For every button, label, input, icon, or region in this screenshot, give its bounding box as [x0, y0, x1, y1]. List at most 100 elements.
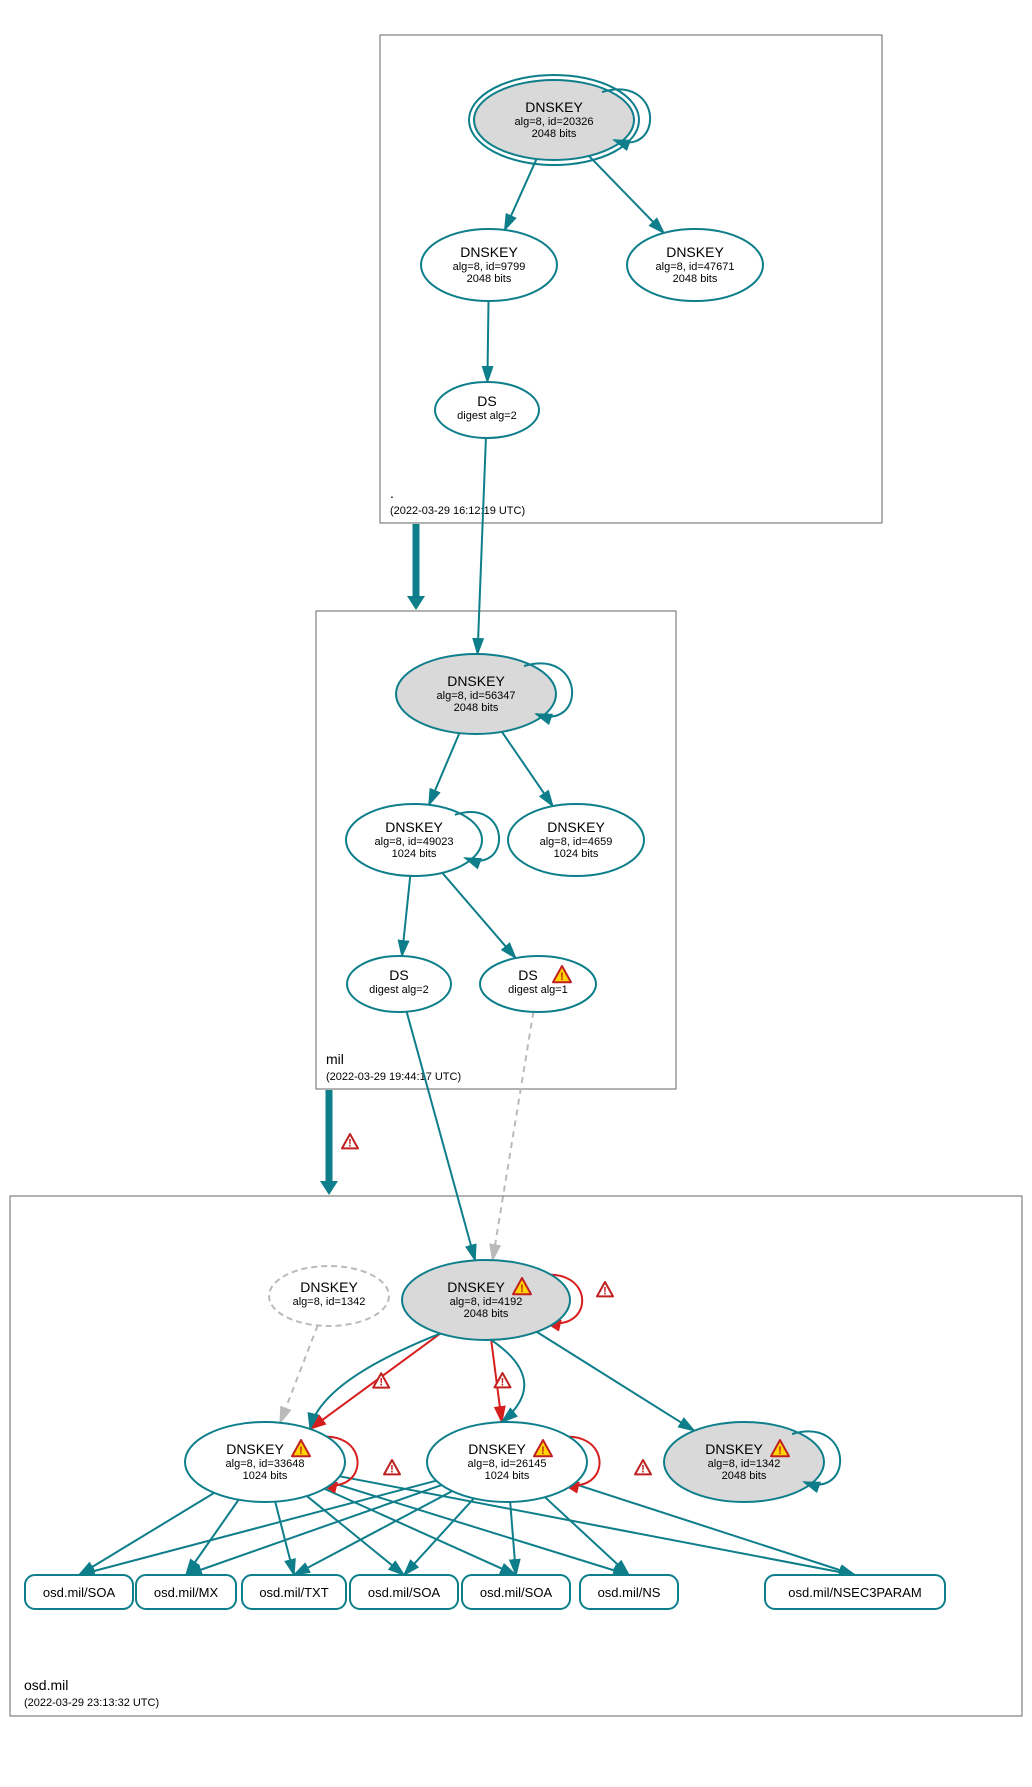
- edge: [407, 1012, 475, 1261]
- node-sub: 1024 bits: [392, 848, 437, 860]
- node-title: DNSKEY: [300, 1279, 358, 1295]
- node-sub: alg=8, id=1342: [293, 1296, 366, 1308]
- node-n2: DNSKEYalg=8, id=97992048 bits: [421, 229, 557, 301]
- node-title: DNSKEY: [468, 1441, 526, 1457]
- edge: [404, 1498, 474, 1575]
- rrset-r6: osd.mil/NS: [580, 1575, 678, 1609]
- node-sub: 1024 bits: [485, 1470, 530, 1482]
- edge: [537, 1332, 694, 1431]
- rrset-label: osd.mil/SOA: [480, 1585, 553, 1600]
- svg-text:!: !: [348, 1137, 352, 1149]
- rrset-r7: osd.mil/NSEC3PARAM: [765, 1575, 945, 1609]
- node-n4: DSdigest alg=2: [435, 382, 539, 438]
- rrset-label: osd.mil/NS: [598, 1585, 661, 1600]
- rrset-label: osd.mil/SOA: [368, 1585, 441, 1600]
- node-sub: alg=8, id=33648: [226, 1458, 305, 1470]
- zone-label-mil: mil: [326, 1051, 344, 1067]
- node-sub: digest alg=1: [508, 984, 568, 996]
- node-n3: DNSKEYalg=8, id=476712048 bits: [627, 229, 763, 301]
- node-sub: digest alg=2: [457, 410, 517, 422]
- rrset-label: osd.mil/NSEC3PARAM: [788, 1585, 921, 1600]
- zone-timestamp-osdmil: (2022-03-29 23:13:32 UTC): [24, 1697, 159, 1709]
- node-n11: DNSKEYalg=8, id=1342: [269, 1266, 389, 1326]
- rrset-r5: osd.mil/SOA: [462, 1575, 570, 1609]
- edge: [493, 1012, 534, 1260]
- node-title: DNSKEY: [666, 244, 724, 260]
- node-n1: DNSKEYalg=8, id=203262048 bits: [469, 75, 650, 165]
- node-sub: 2048 bits: [532, 128, 577, 140]
- rrset-label: osd.mil/MX: [154, 1585, 219, 1600]
- node-title: DS: [518, 967, 537, 983]
- node-n9: DSdigest alg=1!: [480, 956, 596, 1012]
- edge: [505, 159, 537, 230]
- node-sub: alg=8, id=9799: [453, 261, 526, 273]
- svg-text:!: !: [520, 1283, 524, 1295]
- edge: [402, 876, 410, 956]
- svg-text:!: !: [299, 1445, 303, 1457]
- node-title: DS: [477, 393, 496, 409]
- rrset-label: osd.mil/SOA: [43, 1585, 116, 1600]
- node-title: DNSKEY: [547, 819, 605, 835]
- svg-text:!: !: [379, 1377, 383, 1389]
- warning-icon: !: [597, 1282, 613, 1297]
- node-sub: digest alg=2: [369, 984, 429, 996]
- warning-icon: !: [342, 1134, 358, 1149]
- rrset-r3: osd.mil/TXT: [242, 1575, 346, 1609]
- node-n10: DNSKEYalg=8, id=41922048 bits!: [402, 1260, 570, 1340]
- node-n5: DNSKEYalg=8, id=563472048 bits: [396, 654, 572, 734]
- edge: [307, 1496, 404, 1575]
- node-sub: alg=8, id=1342: [708, 1458, 781, 1470]
- delegation-arrowhead: [320, 1181, 338, 1195]
- zone-label-osdmil: osd.mil: [24, 1677, 68, 1693]
- rrset-r2: osd.mil/MX: [136, 1575, 236, 1609]
- node-n8: DSdigest alg=2: [347, 956, 451, 1012]
- edge: [545, 1497, 629, 1575]
- node-sub: 2048 bits: [464, 1308, 509, 1320]
- node-title: DNSKEY: [226, 1441, 284, 1457]
- node-sub: alg=8, id=4192: [450, 1296, 523, 1308]
- delegation-arrowhead: [407, 596, 425, 610]
- node-sub: 1024 bits: [243, 1470, 288, 1482]
- node-title: DNSKEY: [705, 1441, 763, 1457]
- edge: [442, 873, 516, 958]
- rrset-r4: osd.mil/SOA: [350, 1575, 458, 1609]
- edge: [186, 1485, 442, 1575]
- node-title: DNSKEY: [447, 1279, 505, 1295]
- svg-text:!: !: [390, 1463, 394, 1475]
- node-sub: alg=8, id=4659: [540, 836, 613, 848]
- node-sub: 2048 bits: [722, 1470, 767, 1482]
- edge: [589, 156, 664, 233]
- rrset-label: osd.mil/TXT: [259, 1585, 328, 1600]
- edge: [487, 301, 488, 382]
- edge: [186, 1500, 239, 1575]
- svg-text:!: !: [560, 971, 564, 983]
- node-sub: alg=8, id=47671: [656, 261, 735, 273]
- edge: [310, 1334, 440, 1429]
- zone-timestamp-mil: (2022-03-29 19:44:17 UTC): [326, 1071, 461, 1083]
- node-sub: 1024 bits: [554, 848, 599, 860]
- edge: [502, 732, 553, 806]
- edge: [429, 733, 459, 805]
- node-n6: DNSKEYalg=8, id=490231024 bits: [346, 804, 499, 876]
- node-n7: DNSKEYalg=8, id=46591024 bits: [508, 804, 644, 876]
- zone-label-root: .: [390, 485, 394, 501]
- edge: [478, 438, 486, 654]
- svg-text:!: !: [541, 1445, 545, 1457]
- node-sub: alg=8, id=56347: [437, 690, 516, 702]
- node-title: DNSKEY: [385, 819, 443, 835]
- warning-icon: !: [635, 1460, 651, 1475]
- edge: [280, 1325, 317, 1422]
- node-sub: alg=8, id=26145: [468, 1458, 547, 1470]
- svg-text:!: !: [641, 1463, 645, 1475]
- node-n14: DNSKEYalg=8, id=13422048 bits!: [664, 1422, 840, 1502]
- rrset-r1: osd.mil/SOA: [25, 1575, 133, 1609]
- svg-text:!: !: [778, 1445, 782, 1457]
- node-sub: alg=8, id=20326: [515, 116, 594, 128]
- node-n13: DNSKEYalg=8, id=261451024 bits!: [427, 1422, 587, 1502]
- node-sub: 2048 bits: [454, 702, 499, 714]
- node-sub: alg=8, id=49023: [375, 836, 454, 848]
- node-title: DS: [389, 967, 408, 983]
- zone-timestamp-root: (2022-03-29 16:12:19 UTC): [390, 505, 525, 517]
- node-title: DNSKEY: [525, 99, 583, 115]
- node-title: DNSKEY: [460, 244, 518, 260]
